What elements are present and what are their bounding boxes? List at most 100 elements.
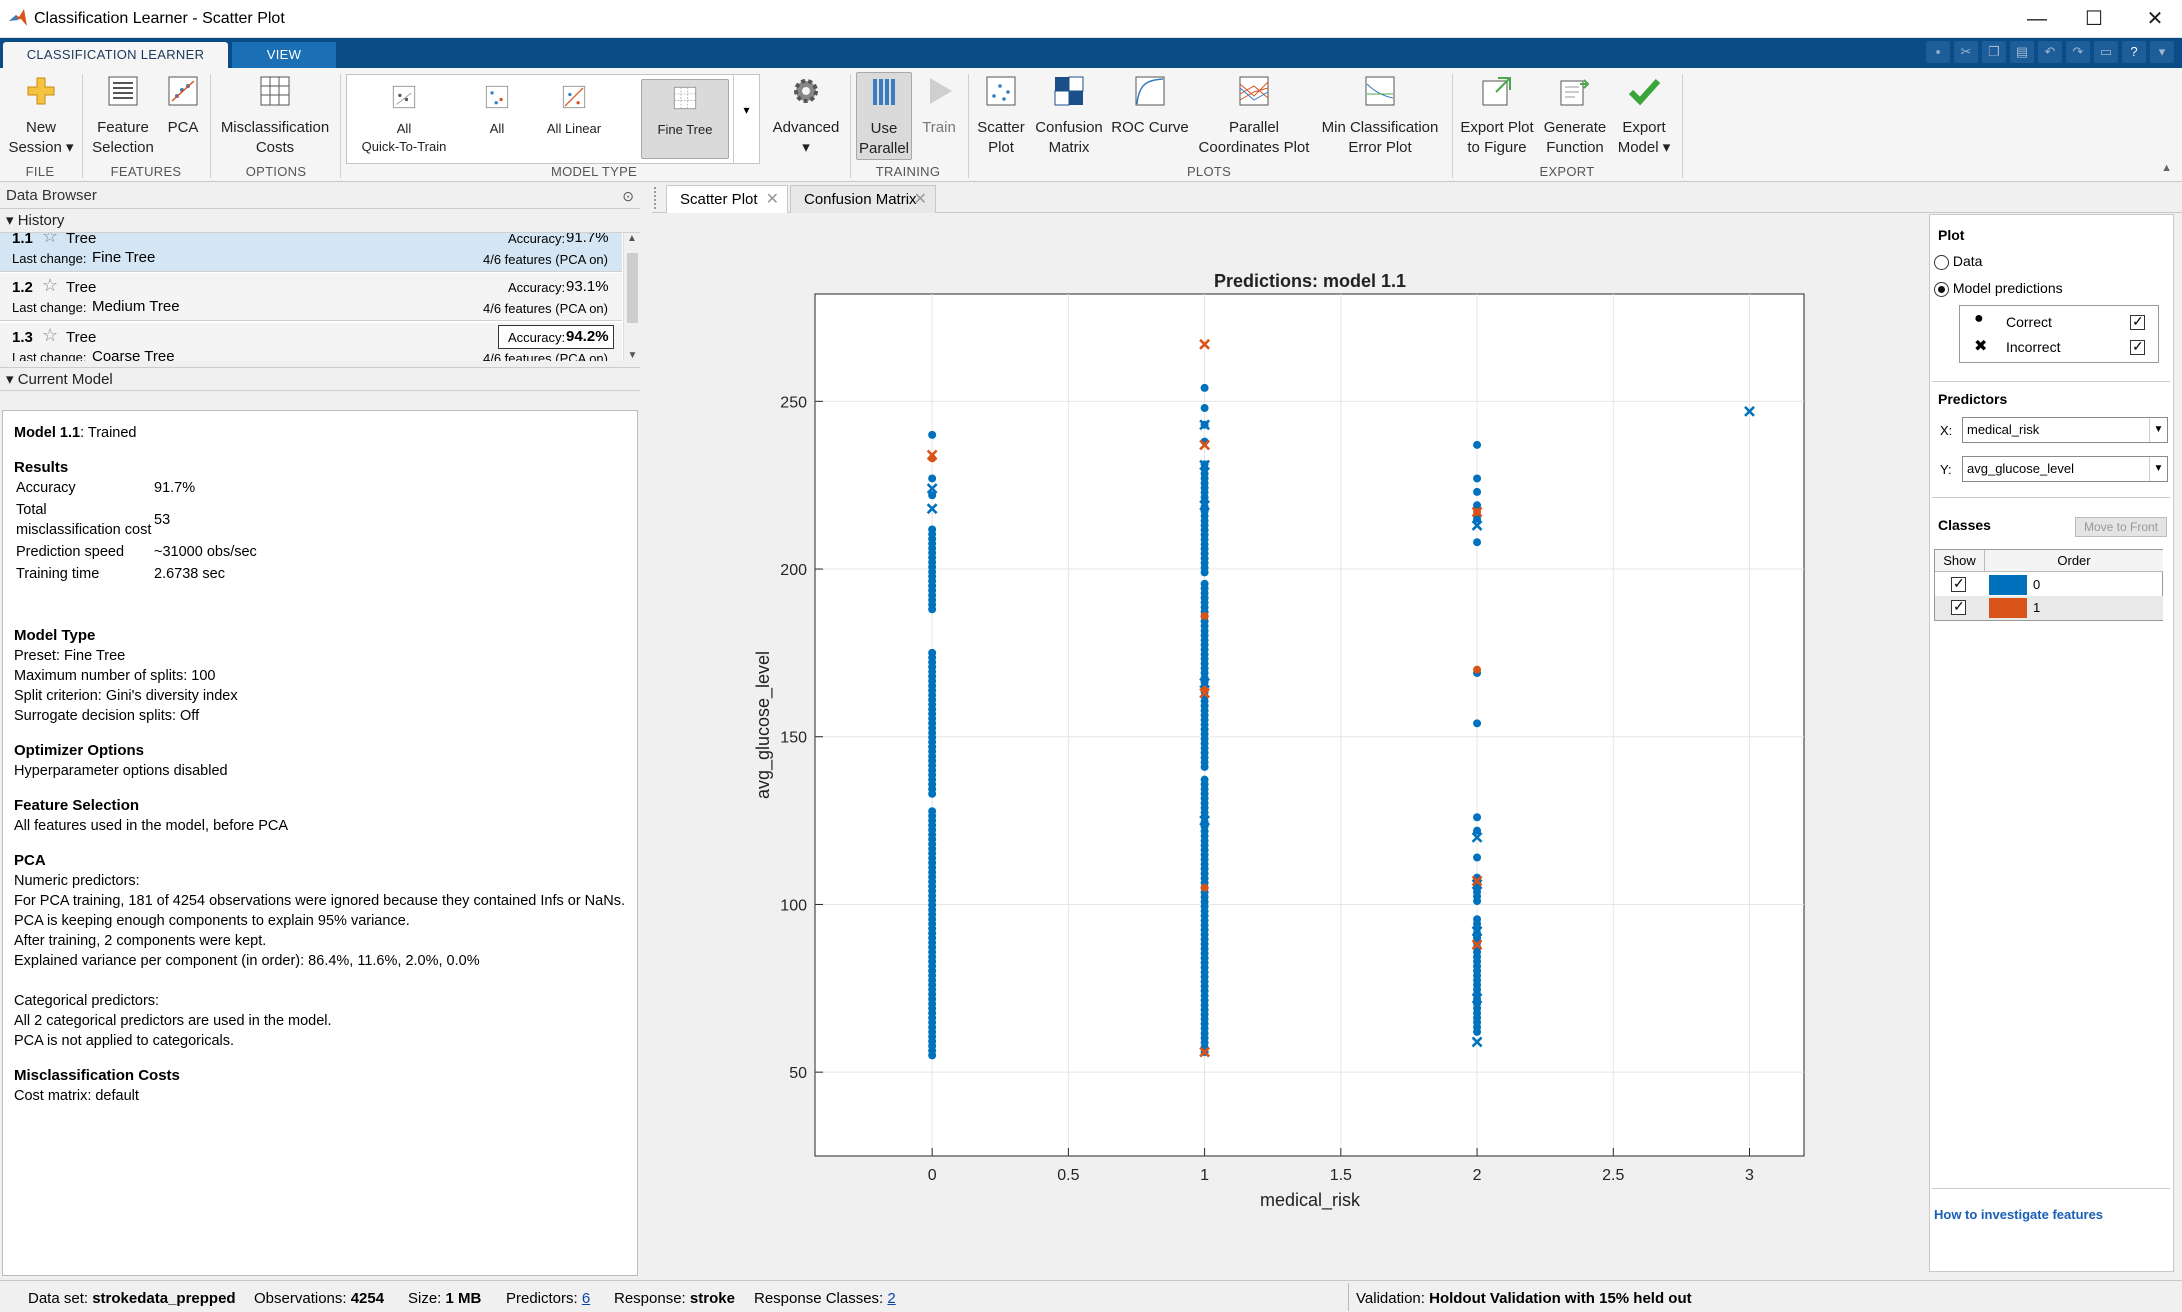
data-point-cross — [1471, 506, 1483, 518]
plot-controls-panel: Plot Data Model predictions ● Correct ✖ … — [1929, 214, 2174, 1272]
class-1-color-swatch — [1989, 598, 2027, 618]
data-point-cross — [1199, 1046, 1211, 1058]
redo-icon[interactable]: ↷ — [2066, 41, 2090, 63]
close-tab-icon[interactable]: ✕ — [913, 191, 927, 208]
feature-selection-button[interactable]: Feature Selection — [88, 74, 158, 158]
model-predictions-radio[interactable]: Model predictions — [1934, 280, 2063, 297]
ribbon-tab-strip: CLASSIFICATION LEARNER VIEW — [0, 38, 2182, 68]
results-row: Accuracy 91.7% — [14, 478, 257, 500]
paste-icon[interactable]: ▤ — [2010, 41, 2034, 63]
history-item-1-2[interactable]: 1.2 ☆ Tree Last change: Medium Tree Accu… — [0, 273, 622, 321]
history-header[interactable]: ▾ History — [0, 209, 640, 233]
help-icon[interactable]: ? — [2122, 41, 2146, 63]
advanced-button[interactable]: Advanced ▾ — [772, 74, 840, 158]
min-classification-error-button[interactable]: Min Classification Error Plot — [1316, 74, 1444, 158]
scatter-chart[interactable]: Predictions: model 1.1 0 0.5 1 1.5 2 2.5 3 50 10… — [649, 214, 1928, 1276]
all-models-button[interactable]: All — [467, 83, 527, 138]
show-incorrect-checkbox[interactable] — [2130, 338, 2145, 355]
all-quick-to-train-button[interactable]: All Quick-To-Train — [349, 83, 459, 156]
roc-curve-button[interactable]: ROC Curve — [1110, 74, 1190, 138]
y-predictor-select[interactable]: avg_glucose_level ▼ — [1962, 456, 2168, 482]
export-plot-icon — [1482, 77, 1511, 106]
export-model-button[interactable]: Export Model ▾ — [1612, 74, 1676, 158]
fine-tree-button[interactable]: Fine Tree — [641, 79, 729, 159]
collapse-ribbon-icon[interactable]: ▲ — [2161, 162, 2172, 174]
tab-confusion-matrix[interactable]: Confusion Matrix ✕ — [790, 185, 936, 213]
model-name: Model 1.1 — [14, 425, 81, 441]
group-label-export: EXPORT — [1539, 164, 1595, 179]
close-tab-icon[interactable]: ✕ — [765, 191, 779, 208]
panel-menu-icon[interactable]: ⊙ — [622, 188, 634, 204]
data-point-dot — [1473, 813, 1482, 822]
tree-icon — [673, 86, 697, 110]
x-marker-icon: ✖ — [1974, 338, 1988, 355]
train-button[interactable]: Train — [916, 74, 962, 138]
data-point-cross — [1471, 939, 1483, 951]
cut-icon[interactable]: ✂ — [1954, 41, 1978, 63]
pca-button[interactable]: PCA — [162, 74, 204, 138]
misclassification-costs-button[interactable]: Misclassification Costs — [214, 74, 336, 158]
current-model-header[interactable]: ▾ Current Model — [0, 367, 640, 391]
move-to-front-button[interactable]: Move to Front — [2075, 517, 2167, 537]
switch-windows-icon[interactable]: ▭ — [2094, 41, 2118, 63]
history-item-1-3[interactable]: 1.3 ☆ Tree Last change: Coarse Tree Accu… — [0, 323, 622, 361]
model-gallery: All Quick-To-Train All All Linear Fine T… — [346, 74, 760, 164]
optimizer-details: Hyperparameter options disabled — [14, 761, 626, 781]
minimize-button[interactable]: — — [2027, 8, 2047, 30]
star-icon[interactable]: ☆ — [42, 275, 59, 295]
all-linear-button[interactable]: All Linear — [531, 83, 617, 138]
pca-categorical-details: Categorical predictors: All 2 categorical… — [14, 991, 626, 1051]
predictors-link[interactable]: 6 — [581, 1290, 591, 1307]
data-point-dot — [1473, 440, 1482, 449]
save-icon[interactable]: ▪ — [1926, 41, 1950, 63]
generate-function-button[interactable]: Generate Function — [1542, 74, 1608, 158]
data-point-cross — [1471, 520, 1483, 531]
confusion-matrix-button[interactable]: Confusion Matrix — [1034, 74, 1104, 158]
show-class-1-checkbox[interactable] — [1951, 598, 1966, 615]
x-tick-label: 2.5 — [1602, 1167, 1624, 1184]
class-row-1[interactable]: 1 — [1935, 596, 2163, 620]
undo-icon[interactable]: ↶ — [2038, 41, 2062, 63]
gallery-expand-button[interactable]: ▾ — [733, 75, 759, 163]
generate-function-icon — [1560, 79, 1590, 106]
history-item-1-1[interactable]: 1.1 ☆ Tree Last change: Fine Tree Accura… — [0, 233, 622, 272]
pca-categorical-line: All 2 categorical predictors are used in… — [14, 1013, 332, 1029]
data-radio[interactable]: Data — [1934, 253, 1982, 270]
ribbon-toolstrip: New Session ▾ FILE Feature Selection PCA… — [0, 68, 2182, 182]
tab-view[interactable]: VIEW — [232, 42, 336, 68]
result-value: 91.7% — [154, 480, 196, 496]
tab-scatter-plot[interactable]: Scatter Plot ✕ — [666, 185, 788, 213]
y-tick-label: 100 — [780, 897, 807, 914]
new-session-button[interactable]: New Session ▾ — [4, 74, 78, 158]
show-correct-checkbox[interactable] — [2130, 313, 2145, 330]
tab-classification-learner[interactable]: CLASSIFICATION LEARNER — [3, 42, 228, 68]
x-predictor-select[interactable]: medical_risk ▼ — [1962, 417, 2168, 443]
help-link[interactable]: How to investigate features — [1934, 1207, 2104, 1222]
result-label: Accuracy — [16, 480, 76, 496]
parallel-coordinates-button[interactable]: Parallel Coordinates Plot — [1196, 74, 1312, 158]
data-point-cross — [1471, 1036, 1483, 1048]
pca-line: Numeric predictors: — [14, 873, 140, 889]
plot-area: Predictions: model 1.1 0 0.5 1 1.5 2 2.5 3 50 10… — [649, 214, 1928, 1276]
gear-icon — [794, 79, 818, 103]
data-point-cross — [926, 503, 938, 515]
results-table: Accuracy 91.7% Total misclassification cos… — [14, 478, 257, 586]
close-window-button[interactable]: ✕ — [2146, 8, 2164, 30]
history-scrollbar[interactable]: ▲ ▼ — [623, 233, 640, 361]
error-plot-icon — [1365, 76, 1395, 106]
confusion-matrix-icon — [1054, 76, 1084, 106]
use-parallel-toggle[interactable]: Use Parallel — [856, 72, 912, 160]
x-tick-label: 1.5 — [1330, 1167, 1352, 1184]
scatter-plot-button[interactable]: Scatter Plot — [972, 74, 1030, 158]
all-models-icon — [485, 85, 509, 109]
export-plot-button[interactable]: Export Plot to Figure — [1456, 74, 1538, 158]
copy-icon[interactable]: ❐ — [1982, 41, 2006, 63]
response-classes-link[interactable]: 2 — [887, 1290, 896, 1307]
class-row-0[interactable]: 0 — [1935, 573, 2163, 596]
star-icon[interactable]: ☆ — [42, 233, 59, 246]
maximize-button[interactable]: ☐ — [2085, 8, 2103, 30]
star-icon[interactable]: ☆ — [42, 325, 59, 345]
show-class-0-checkbox[interactable] — [1951, 575, 1966, 592]
expand-icon[interactable]: ▾ — [2150, 41, 2174, 63]
data-point-dot — [1200, 404, 1209, 413]
